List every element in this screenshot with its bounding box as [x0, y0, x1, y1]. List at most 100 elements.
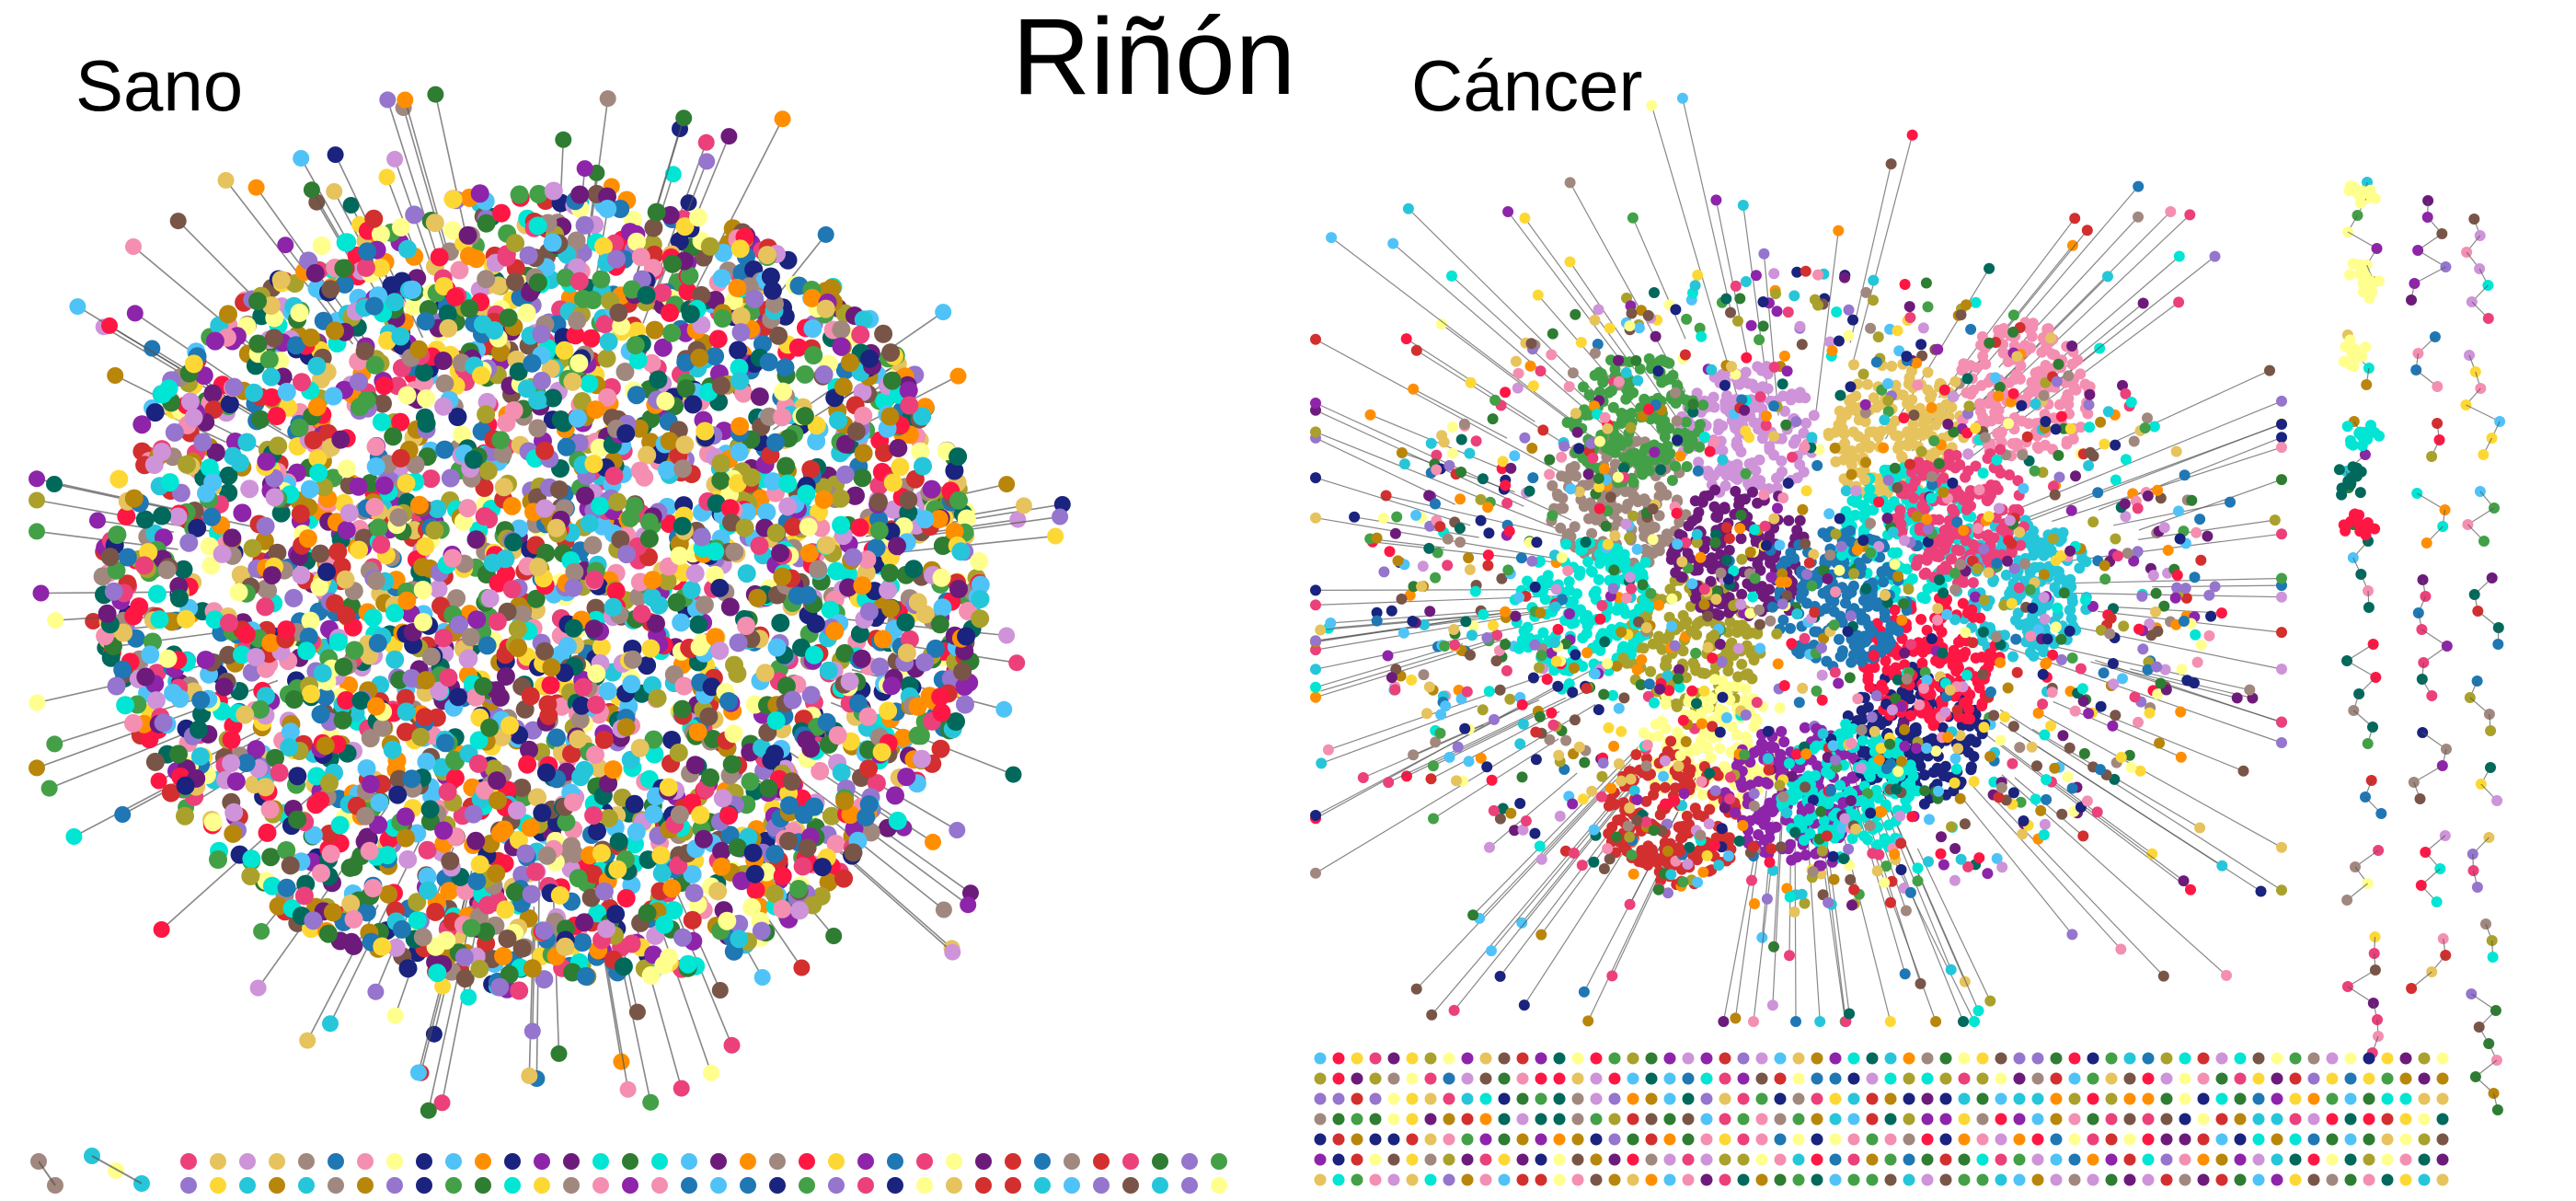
network-node — [678, 954, 697, 974]
peripheral-node — [1310, 664, 1321, 676]
network-node — [153, 385, 172, 404]
network-node — [538, 695, 558, 714]
peripheral-node — [1945, 964, 1957, 976]
network-node — [202, 507, 222, 526]
peripheral-node — [1518, 999, 1530, 1011]
network-node — [243, 538, 262, 558]
peripheral-node — [2178, 875, 2190, 887]
network-node — [932, 703, 951, 722]
isolated-node — [651, 1177, 668, 1194]
network-node — [803, 319, 822, 339]
network-edge — [2113, 502, 2231, 526]
network-node — [435, 440, 454, 459]
network-node — [203, 384, 223, 403]
cluster-node — [1565, 462, 1577, 474]
network-node — [526, 589, 546, 608]
peripheral-node — [2264, 364, 2275, 376]
network-node — [487, 864, 506, 883]
peripheral-node — [1408, 383, 1420, 395]
peripheral-node — [711, 982, 729, 999]
network-node — [881, 343, 901, 363]
network-node — [224, 377, 244, 397]
network-node — [667, 593, 686, 612]
network-node — [494, 478, 513, 497]
network-node — [788, 586, 807, 606]
network-node — [488, 612, 507, 631]
network-node — [763, 281, 782, 300]
peripheral-node — [1915, 977, 1926, 989]
peripheral-node — [293, 150, 310, 167]
network-node — [870, 657, 890, 676]
network-node — [675, 217, 695, 237]
peripheral-node — [1484, 841, 1495, 853]
peripheral-node — [46, 735, 63, 753]
peripheral-node — [628, 1003, 646, 1021]
peripheral-node — [1535, 853, 1547, 865]
peripheral-node — [427, 86, 444, 103]
network-node — [366, 572, 385, 591]
network-node — [642, 353, 661, 373]
peripheral-node — [1383, 777, 1395, 789]
network-node — [701, 768, 719, 787]
network-node — [411, 727, 431, 746]
network-node — [516, 844, 535, 863]
network-node — [908, 697, 927, 716]
peripheral-node — [144, 340, 161, 357]
network-node — [290, 418, 309, 437]
network-node — [245, 383, 263, 402]
network-node — [270, 763, 289, 782]
network-node — [361, 775, 380, 793]
network-node — [477, 636, 497, 655]
network-node — [599, 332, 618, 352]
network-node — [528, 391, 547, 410]
network-edge — [91, 1155, 143, 1184]
network-node — [117, 506, 136, 525]
network-node — [688, 722, 707, 742]
peripheral-node — [386, 1007, 404, 1024]
network-node — [339, 503, 359, 523]
cluster-node — [1712, 424, 1724, 435]
network-node — [521, 818, 540, 837]
network-node — [372, 535, 391, 554]
network-node — [298, 529, 317, 549]
network-node — [730, 930, 749, 949]
network-edge — [1916, 848, 1991, 1001]
network-node — [321, 844, 340, 863]
network-node — [404, 296, 423, 316]
isolated-node — [681, 1153, 697, 1170]
network-node — [277, 382, 296, 401]
network-node — [397, 239, 417, 259]
network-node — [417, 671, 435, 690]
network-node — [655, 915, 674, 934]
peripheral-node — [1357, 772, 1369, 783]
network-node — [766, 711, 786, 730]
network-node — [196, 651, 215, 669]
network-node — [811, 761, 830, 780]
cluster-node — [2008, 373, 2020, 385]
peripheral-node — [1387, 237, 1399, 249]
network-node — [134, 556, 154, 575]
network-node — [728, 664, 747, 683]
cluster-node — [2042, 323, 2054, 334]
network-node — [834, 869, 854, 888]
peripheral-node — [2102, 271, 2113, 283]
network-node — [502, 580, 522, 599]
network-edge — [1315, 410, 1524, 507]
network-node — [331, 430, 351, 449]
cluster-node — [1919, 412, 1931, 424]
network-node — [351, 398, 369, 417]
peripheral-node — [697, 133, 715, 151]
network-node — [662, 879, 682, 898]
network-node — [140, 730, 159, 749]
network-node — [475, 507, 494, 525]
peripheral-node — [2216, 860, 2228, 872]
network-node — [220, 613, 238, 632]
network-node — [673, 699, 692, 719]
network-node — [585, 570, 604, 589]
network-node — [678, 282, 697, 301]
network-node — [157, 560, 177, 580]
cluster-node — [1627, 490, 1639, 502]
peripheral-node — [1564, 256, 1576, 268]
network-node — [694, 829, 713, 849]
peripheral-node — [303, 181, 320, 199]
